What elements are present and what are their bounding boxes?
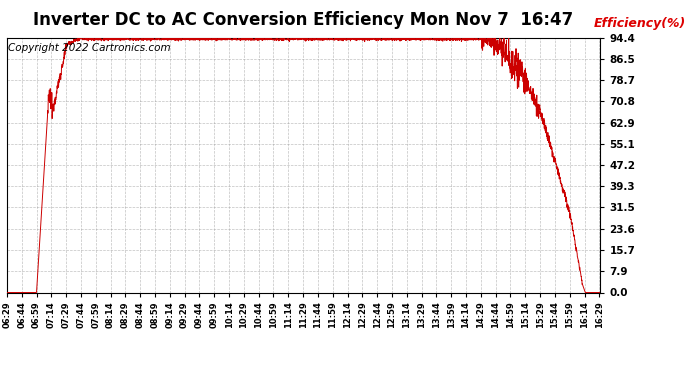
Text: Efficiency(%): Efficiency(%)	[594, 17, 687, 30]
Text: Inverter DC to AC Conversion Efficiency Mon Nov 7  16:47: Inverter DC to AC Conversion Efficiency …	[34, 11, 573, 29]
Text: Copyright 2022 Cartronics.com: Copyright 2022 Cartronics.com	[8, 43, 170, 52]
